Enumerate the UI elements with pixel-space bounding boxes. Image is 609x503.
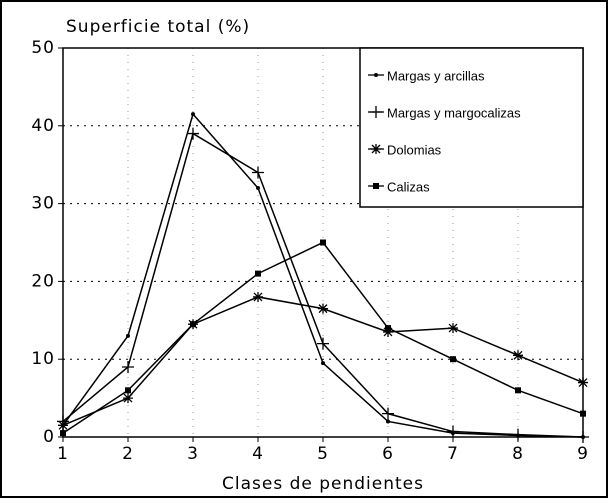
marker-part — [373, 183, 379, 189]
marker-part — [317, 337, 329, 350]
marker-part — [122, 360, 134, 373]
marker — [190, 321, 196, 328]
marker — [370, 106, 382, 118]
marker-part — [253, 291, 263, 302]
marker — [320, 239, 326, 246]
legend-box — [359, 47, 584, 208]
marker — [371, 144, 381, 154]
y-tick-label: 50 — [31, 38, 55, 58]
marker-part — [255, 270, 261, 277]
marker-part — [252, 166, 264, 179]
marker-part — [187, 127, 199, 140]
marker — [123, 393, 133, 404]
marker-part — [580, 410, 586, 417]
marker — [385, 325, 391, 332]
marker — [122, 360, 134, 373]
marker-part — [126, 333, 130, 338]
marker-part — [386, 419, 390, 424]
y-tick-label: 10 — [31, 349, 55, 369]
legend-label: Margas y margocalizas — [387, 105, 521, 120]
marker-part — [370, 106, 382, 118]
marker-part — [125, 387, 131, 394]
marker — [513, 350, 523, 361]
marker-part — [123, 393, 133, 404]
x-tick-label: 8 — [512, 444, 524, 464]
marker — [125, 387, 131, 394]
marker — [256, 186, 260, 191]
marker-part — [256, 186, 260, 191]
marker-part — [374, 73, 378, 77]
marker-part — [191, 112, 195, 117]
marker — [252, 166, 264, 179]
marker-part — [513, 350, 523, 361]
marker-part — [578, 377, 588, 388]
marker-part — [512, 428, 524, 441]
marker — [577, 431, 589, 443]
marker — [255, 270, 261, 277]
marker — [512, 428, 524, 441]
marker-part — [60, 430, 66, 437]
marker — [317, 337, 329, 350]
y-tick-label: 0 — [43, 427, 55, 447]
x-tick-label: 7 — [447, 444, 459, 464]
marker-part — [447, 425, 459, 438]
y-tick-label: 40 — [31, 116, 55, 136]
marker-part — [58, 420, 68, 431]
marker — [321, 361, 325, 366]
marker-part — [371, 144, 381, 154]
x-tick-label: 3 — [187, 444, 199, 464]
x-tick-label: 5 — [317, 444, 329, 464]
marker-part — [448, 323, 458, 334]
marker — [382, 407, 394, 420]
x-tick-label: 6 — [382, 444, 394, 464]
x-tick-label: 1 — [57, 444, 69, 464]
marker-part — [318, 303, 328, 314]
marker — [383, 326, 393, 337]
marker — [374, 73, 378, 77]
marker — [448, 323, 458, 334]
marker — [386, 419, 390, 424]
marker — [126, 333, 130, 338]
marker-part — [577, 431, 589, 443]
marker — [187, 127, 199, 140]
marker — [318, 303, 328, 314]
y-tick-label: 20 — [31, 271, 55, 291]
plot-border — [62, 47, 584, 438]
marker — [580, 410, 586, 417]
x-tick-label: 4 — [252, 444, 264, 464]
marker — [578, 377, 588, 388]
marker — [60, 430, 66, 437]
legend-label: Dolomias — [387, 142, 442, 157]
marker — [515, 387, 521, 394]
marker-part — [382, 407, 394, 420]
marker-part — [320, 239, 326, 246]
marker-part — [515, 387, 521, 394]
marker — [450, 356, 456, 363]
x-tick-label: 2 — [122, 444, 134, 464]
x-tick-label: 9 — [577, 444, 589, 464]
legend-label: Calizas — [387, 179, 430, 194]
marker — [373, 183, 379, 189]
marker-part — [450, 356, 456, 363]
chart-title: Superficie total (%) — [66, 17, 250, 37]
x-axis-label: Clases de pendientes — [222, 474, 424, 494]
marker-part — [385, 325, 391, 332]
marker — [191, 112, 195, 117]
marker — [58, 420, 68, 431]
marker-part — [190, 321, 196, 328]
marker — [253, 291, 263, 302]
legend-label: Margas y arcillas — [387, 68, 485, 83]
marker-part — [383, 326, 393, 337]
marker — [447, 425, 459, 438]
marker-part — [321, 361, 325, 366]
y-tick-label: 30 — [31, 194, 55, 214]
